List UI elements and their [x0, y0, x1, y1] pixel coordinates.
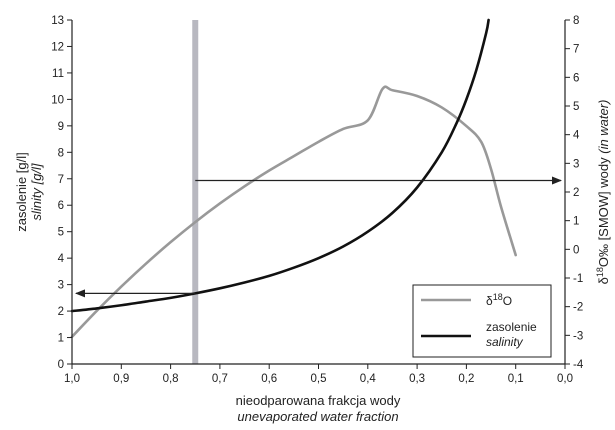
y-left-tick-label: 13 — [51, 15, 64, 27]
y-left-axis-title: zasolenie [g/l] slinity [g/l] — [14, 152, 44, 232]
y-right-label-italic: (in water) — [596, 100, 611, 154]
x-axis-label-pl: nieodparowana frakcja wody — [236, 393, 401, 408]
y-right-label-delta: δ — [596, 277, 611, 284]
y-right-tick-label: -4 — [573, 359, 584, 371]
x-tick-label: 0,0 — [557, 373, 573, 385]
legend-label-salinity: zasolenie — [486, 320, 537, 334]
y-left-tick-label: 8 — [58, 147, 64, 159]
y-right-tick-label: -2 — [573, 302, 583, 314]
y-left-tick-label: 1 — [58, 333, 64, 345]
y-right-tick-label: 3 — [573, 158, 579, 170]
y-right-tick-label: 4 — [573, 130, 580, 142]
y-right-label-sup: 18 — [595, 267, 605, 277]
y-left-tick-label: 0 — [58, 359, 64, 371]
y-right-tick-label: 1 — [573, 216, 579, 228]
y-left-tick-label: 5 — [58, 227, 64, 239]
y-right-label-main: O‰ [SMOW] wody — [596, 154, 611, 267]
x-tick-label: 1,0 — [64, 373, 80, 385]
y-right-tick-label: 7 — [573, 44, 579, 56]
y-left-tick-label: 11 — [52, 68, 64, 80]
x-tick-label: 0,1 — [508, 373, 524, 385]
y-left-tick-label: 12 — [51, 41, 64, 53]
series-line-salinity — [70, 18, 490, 313]
y-left-tick-label: 7 — [58, 174, 64, 186]
legend-box — [412, 284, 552, 358]
legend: δ18O zasolenie salinity — [412, 284, 552, 358]
y-left-label-en: slinity [g/l] — [29, 163, 44, 220]
y-right-tick-label: -1 — [573, 273, 583, 285]
y-left-tick-label: 4 — [58, 253, 65, 265]
y-right-tick-label: 2 — [573, 187, 579, 199]
y-left-label-pl: zasolenie [g/l] — [14, 152, 29, 232]
legend-label-delta18o: δ18O — [486, 292, 512, 308]
y-right-tick-label: -3 — [573, 330, 583, 342]
y-left-tick-label: 10 — [51, 94, 64, 106]
y-left-tick-label: 3 — [58, 280, 64, 292]
x-tick-label: 0,5 — [311, 373, 327, 385]
x-tick-label: 0,2 — [458, 373, 474, 385]
svg-text:δ18O‰ [SMOW] wody (in water): δ18O‰ [SMOW] wody (in water) — [595, 100, 611, 285]
y-right-tick-label: 6 — [573, 72, 579, 84]
highlight-band — [192, 20, 199, 364]
x-tick-label: 0,9 — [113, 373, 129, 385]
y-right-tick-label: 8 — [573, 15, 579, 27]
y-left-tick-label: 2 — [58, 306, 64, 318]
x-tick-label: 0,4 — [360, 373, 377, 385]
y-right-tick-label: 0 — [573, 244, 579, 256]
y-left-tick-label: 9 — [58, 121, 64, 133]
legend-label-salinity-en: salinity — [486, 335, 524, 349]
y-right-tick-label: 5 — [573, 101, 579, 113]
x-tick-label: 0,8 — [163, 373, 179, 385]
x-tick-label: 0,7 — [212, 373, 228, 385]
x-tick-label: 0,6 — [261, 373, 277, 385]
y-left-tick-label: 6 — [58, 200, 64, 212]
y-right-axis-title: δ18O‰ [SMOW] wody (in water) — [595, 100, 611, 285]
x-tick-label: 0,3 — [409, 373, 425, 385]
x-axis-label-en: unevaporated water fraction — [237, 409, 398, 424]
series-line-delta18o — [70, 85, 517, 339]
